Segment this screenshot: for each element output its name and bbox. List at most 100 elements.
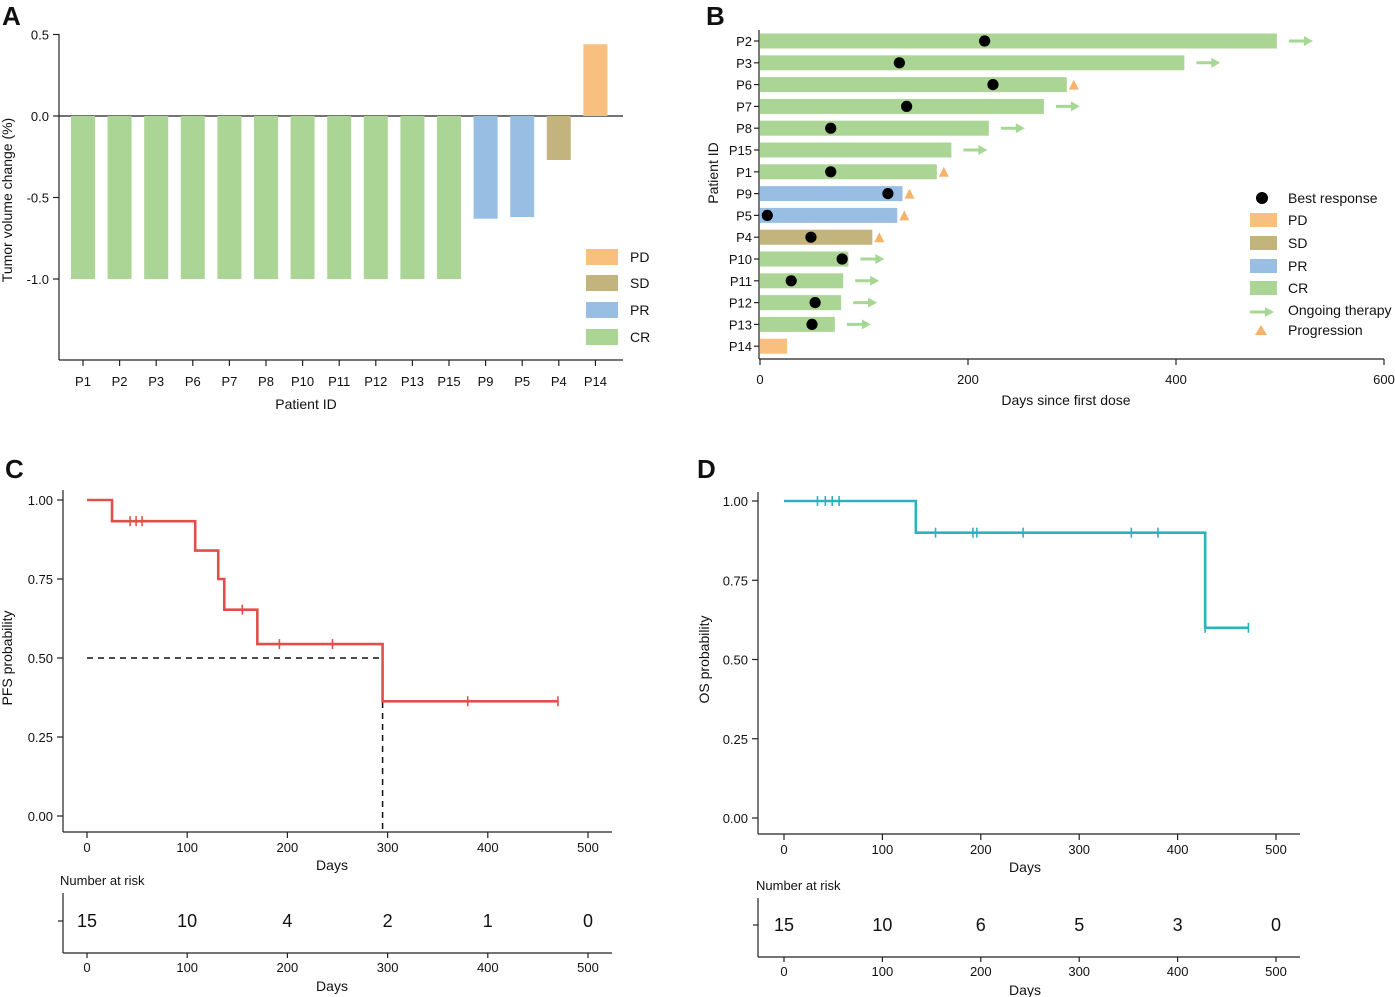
- legend-swatch-sd: [586, 275, 618, 291]
- y-tick-label: 1.00: [723, 494, 748, 509]
- risk-x-tick-label: 0: [780, 964, 787, 979]
- best-response-dot: [761, 209, 773, 221]
- x-tick-label: 400: [477, 840, 499, 855]
- bar-p13: [400, 116, 425, 279]
- y-tick-label: -0.5: [27, 191, 49, 206]
- risk-x-tick-label: 500: [1265, 964, 1287, 979]
- best-response-dot: [882, 188, 894, 200]
- risk-x-tick-label: 400: [1167, 964, 1189, 979]
- x-tick-label: 0: [780, 842, 787, 857]
- swim-bar-p9: [760, 186, 903, 202]
- bar-p9: [473, 116, 498, 219]
- legend-arrow-head: [1265, 307, 1274, 317]
- x-tick-label: 100: [176, 840, 198, 855]
- risk-table-title: Number at risk: [756, 878, 841, 893]
- risk-value: 5: [1074, 915, 1084, 935]
- swim-bar-p14: [760, 338, 788, 354]
- y-tick-label: 0.25: [28, 730, 53, 745]
- panel-d-os-curve: 0.000.250.500.751.000 100 200 300 400 500Days…: [696, 492, 1300, 997]
- risk-x-tick-label: 100: [176, 960, 198, 975]
- risk-table-title: Number at risk: [60, 873, 145, 888]
- risk-value: 1: [483, 911, 493, 931]
- legend-swatch-cr: [1250, 281, 1277, 295]
- x-tick-label: 0: [756, 372, 763, 387]
- swim-bar-p12: [760, 295, 842, 311]
- y-axis-title: PFS probability: [0, 611, 15, 706]
- y-tick-label-p1: P1: [736, 165, 752, 180]
- x-tick-label: 500: [1265, 842, 1287, 857]
- progression-triangle: [904, 188, 915, 199]
- y-tick-label: 0.00: [28, 809, 53, 824]
- swim-bar-p11: [760, 273, 844, 289]
- legend-label-sd: SD: [630, 275, 649, 291]
- x-tick-label: P11: [328, 374, 350, 389]
- risk-x-tick-label: 300: [1068, 964, 1090, 979]
- legend-swatch-pd: [1250, 213, 1277, 227]
- ongoing-arrow-head: [861, 319, 871, 330]
- best-response-dot: [987, 79, 999, 91]
- swim-bar-p13: [760, 316, 835, 332]
- risk-x-tick-label: 300: [377, 960, 399, 975]
- risk-value: 2: [383, 911, 393, 931]
- x-tick-label: 300: [1068, 842, 1090, 857]
- best-response-dot: [825, 122, 837, 134]
- best-response-dot: [809, 297, 821, 309]
- swim-bar-p15: [760, 142, 952, 158]
- x-tick-label: P5: [514, 374, 530, 389]
- bar-p6: [180, 116, 205, 279]
- risk-value: 10: [177, 911, 197, 931]
- x-tick-label: P3: [148, 374, 164, 389]
- x-tick-label: 200: [277, 840, 299, 855]
- y-tick-label-p15: P15: [729, 143, 752, 158]
- best-response-dot: [785, 275, 797, 287]
- y-tick-label-p14: P14: [729, 339, 752, 354]
- x-tick-label: 300: [377, 840, 399, 855]
- x-tick-label: 100: [872, 842, 894, 857]
- ongoing-arrow-head: [875, 254, 885, 264]
- y-tick-label-p13: P13: [729, 317, 752, 332]
- swim-bar-p2: [760, 33, 1277, 49]
- risk-value: 0: [1271, 915, 1281, 935]
- bar-p2: [107, 116, 132, 279]
- y-tick-label: -1.0: [27, 272, 49, 287]
- panel-a-bar-chart: 0.5 0.0 -0.5 -1.0 P1 P2 P3 P6 P7 P8 P10 P11 P12 P13 P1…: [0, 28, 650, 413]
- bar-p3: [144, 116, 169, 279]
- y-tick-label: 0.50: [723, 653, 748, 668]
- legend-swatch-pr: [586, 302, 618, 318]
- bar-p12: [363, 116, 388, 279]
- legend-label-cr: CR: [1288, 280, 1308, 296]
- bar-p14: [583, 44, 608, 116]
- best-response-dot: [806, 318, 818, 330]
- ongoing-arrow-head: [1211, 57, 1221, 68]
- x-tick-label: P10: [291, 374, 314, 389]
- ongoing-arrow-head: [868, 297, 878, 308]
- risk-x-axis-title: Days: [1009, 982, 1041, 997]
- risk-x-tick-label: 0: [83, 960, 90, 975]
- legend-label-cr: CR: [630, 329, 650, 345]
- x-tick-label: P14: [584, 374, 607, 389]
- risk-x-tick-label: 400: [477, 960, 499, 975]
- y-tick-label: 0.50: [28, 651, 53, 666]
- y-tick-label-p12: P12: [729, 296, 752, 311]
- y-tick-label: 0.75: [723, 573, 748, 588]
- risk-x-axis-title: Days: [316, 978, 348, 994]
- x-tick-label: P12: [364, 374, 387, 389]
- bar-p1: [71, 116, 95, 279]
- y-tick-label-p4: P4: [736, 230, 752, 245]
- y-tick-label: 0.25: [723, 732, 748, 747]
- progression-triangle: [874, 232, 885, 243]
- x-tick-label: P2: [112, 374, 128, 389]
- swim-bar-p8: [760, 120, 989, 136]
- x-tick-label: 0: [83, 840, 90, 855]
- best-response-dot: [836, 253, 848, 265]
- y-tick-label-p8: P8: [736, 121, 752, 136]
- ongoing-arrow-head: [1303, 36, 1313, 46]
- legend-label-pr: PR: [1288, 258, 1307, 274]
- x-tick-label: 500: [577, 840, 599, 855]
- panel-letter-d: D: [697, 454, 716, 484]
- risk-value: 15: [774, 915, 794, 935]
- x-tick-label: 400: [1165, 372, 1187, 387]
- x-tick-label: P8: [258, 374, 274, 389]
- bar-p5: [510, 116, 535, 218]
